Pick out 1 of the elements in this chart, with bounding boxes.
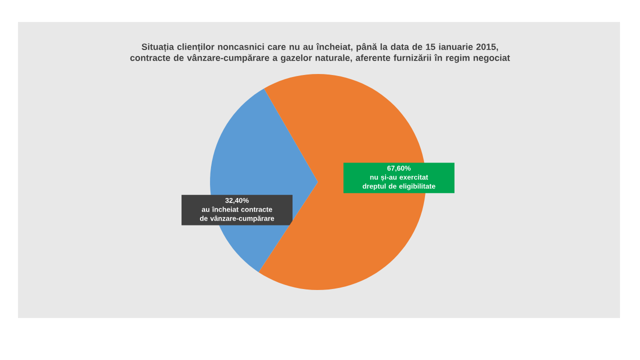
chart-title: Situația clienților noncasnici care nu au încheiat, până la data de 15 ianuarie 2015, contracte de vânzare-cumpărare a gazelor naturale, aferente furnizării în regim negociat: [130, 43, 510, 63]
